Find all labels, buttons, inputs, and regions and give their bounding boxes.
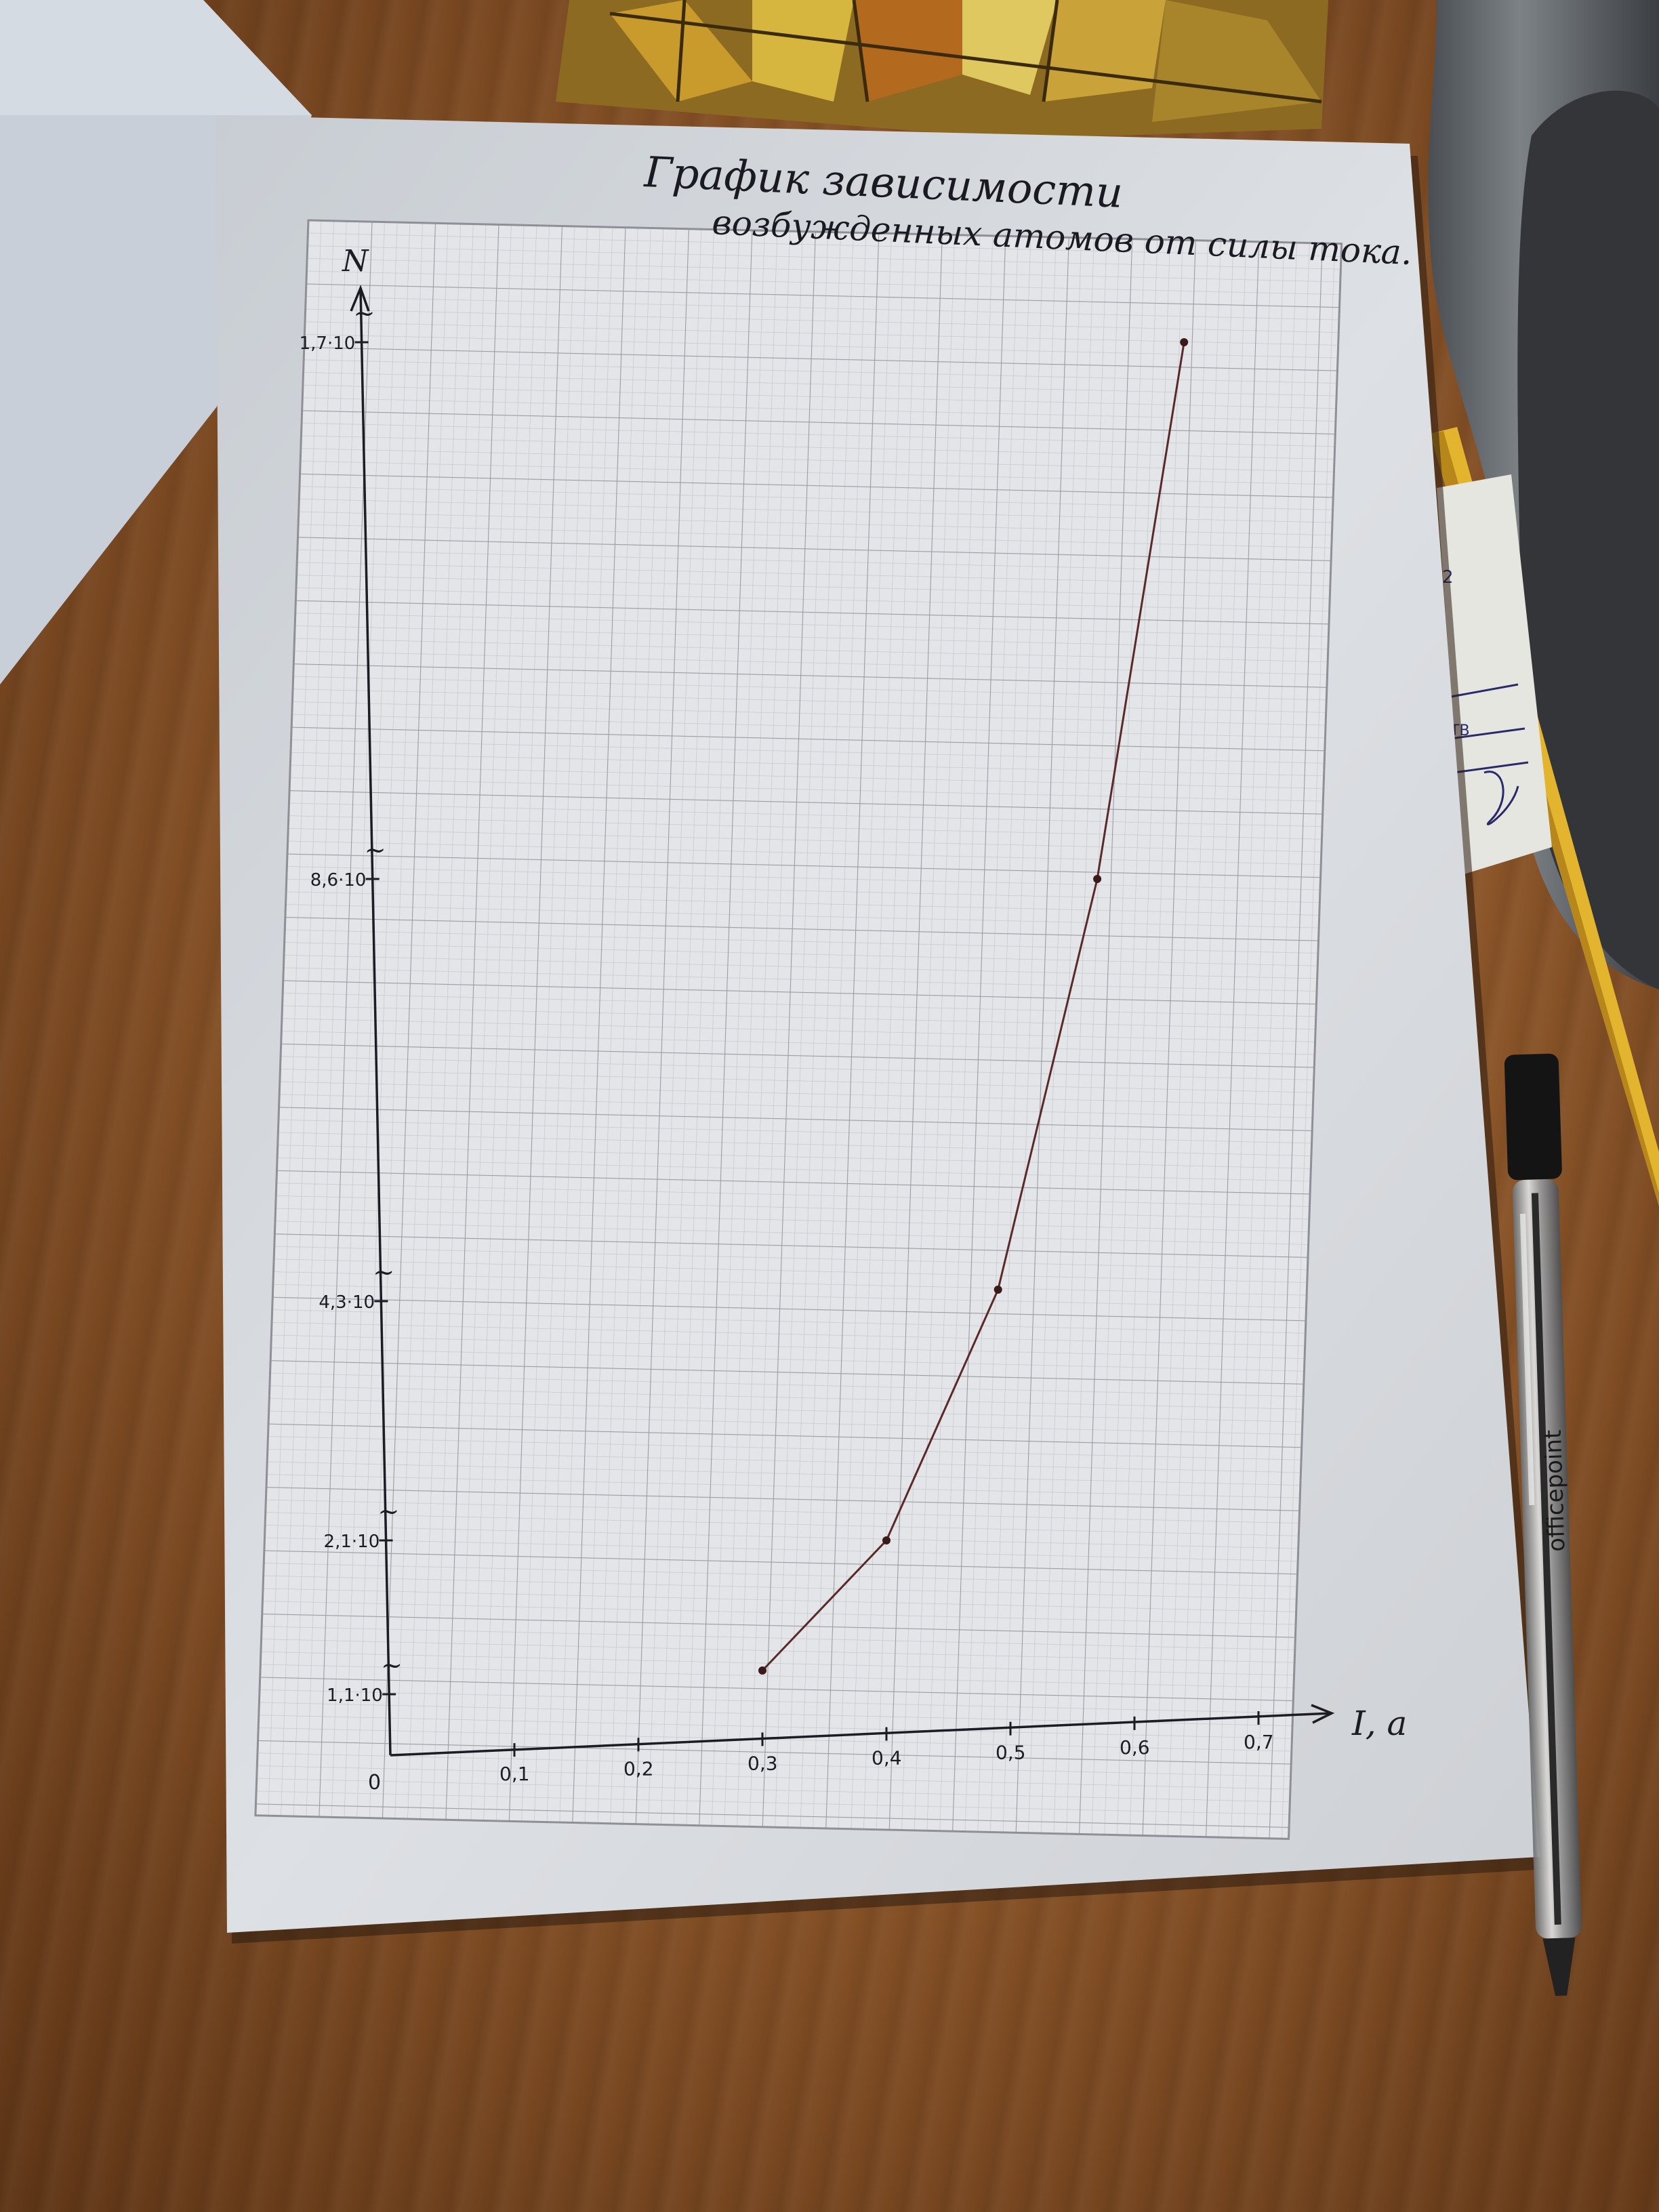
y-tick-label: 2,1·10 xyxy=(324,1532,380,1552)
y-tick-label: 4,3·10 xyxy=(319,1292,375,1313)
x-tick-label: 0,1 xyxy=(499,1763,530,1785)
x-axis-label: I, a xyxy=(1351,1704,1407,1743)
x-tick-label: 0,5 xyxy=(996,1742,1026,1764)
data-point xyxy=(758,1666,766,1675)
x-tick-label: 0,6 xyxy=(1120,1736,1150,1759)
y-axis xyxy=(359,287,392,1756)
y-axis-break-mark: ~ xyxy=(365,835,386,865)
data-point xyxy=(1093,875,1102,883)
data-point xyxy=(994,1286,1002,1294)
x-tick-label: 0,7 xyxy=(1244,1731,1274,1753)
origin-label: 0 xyxy=(368,1771,381,1795)
x-tick-label: 0,4 xyxy=(872,1747,902,1769)
metal-bowl xyxy=(1428,0,1659,989)
y-axis-break-mark: ~ xyxy=(381,1650,403,1680)
x-tick-label: 0,3 xyxy=(747,1752,778,1774)
y-tick-label: 1,1·10 xyxy=(327,1685,383,1706)
y-axis-break-mark: ~ xyxy=(354,298,375,328)
data-point xyxy=(1180,338,1189,346)
y-tick-label: 1,7·10 xyxy=(300,333,356,354)
x-tick-label: 0,2 xyxy=(623,1757,654,1780)
y-tick-label: 8,6·10 xyxy=(310,870,367,890)
y-axis-arrow xyxy=(350,285,370,312)
x-axis-arrow xyxy=(1311,1704,1335,1724)
y-axis-break-mark: ~ xyxy=(378,1496,400,1526)
graph-paper-sheet xyxy=(216,115,1548,1944)
line-chart: I, a N 0 0,1 0,2 0,3 0,4 0,5 0,6 0,7 1,1·10 ~2,1·10… xyxy=(300,244,1408,1795)
data-point xyxy=(882,1536,890,1544)
x-axis xyxy=(390,1712,1332,1757)
y-axis-label: N xyxy=(342,244,369,279)
ballpoint-pen: officepoint xyxy=(1504,1053,1582,1996)
pen-brand-label: officepoint xyxy=(1540,1429,1571,1552)
y-axis-break-mark: ~ xyxy=(373,1257,394,1287)
rubiks-snake-puzzle xyxy=(556,0,1328,139)
